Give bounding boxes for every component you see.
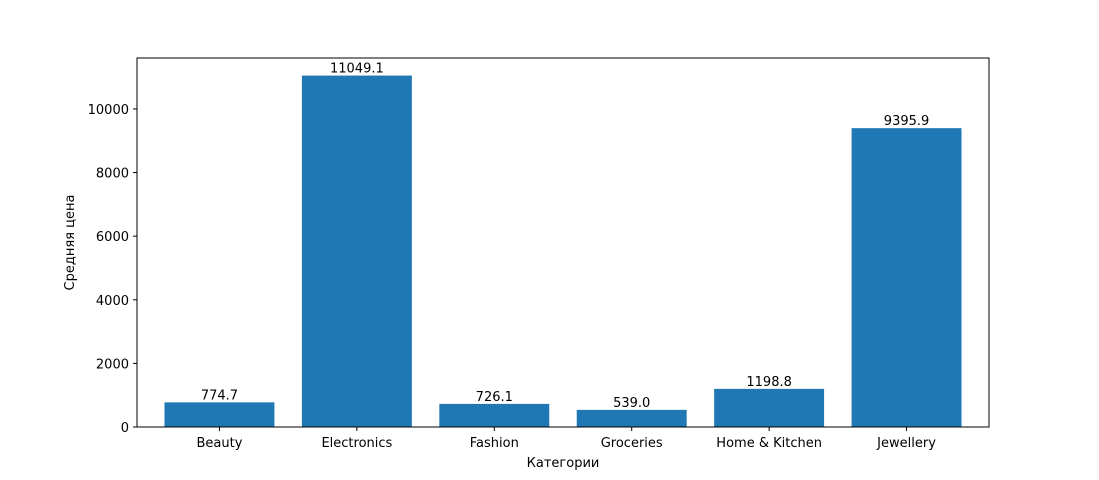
bar-beauty <box>164 402 275 427</box>
x-tick-label: Jewellery <box>876 436 936 451</box>
y-tick-label: 6000 <box>96 230 129 245</box>
bar-value-label: 9395.9 <box>884 114 930 129</box>
y-axis-title: Средняя цена <box>63 195 78 291</box>
x-tick-label: Electronics <box>321 436 392 451</box>
bar-electronics <box>301 75 412 428</box>
value-labels-group: 774.7 11049.1 726.1 539.0 1198.8 9395.9 <box>201 62 929 411</box>
bar-value-label: 1198.8 <box>746 375 792 390</box>
x-tick-label: Fashion <box>470 436 519 451</box>
y-tick-label: 10000 <box>88 103 129 118</box>
bar-value-label: 11049.1 <box>330 62 384 77</box>
x-tick-label: Groceries <box>601 436 663 451</box>
bar-value-label: 774.7 <box>201 388 238 403</box>
plot-frame <box>136 57 990 428</box>
bar-fashion <box>439 403 550 427</box>
bar-home-kitchen <box>714 388 825 427</box>
x-axis-ticks: Beauty Electronics Fashion Groceries Home & … <box>196 427 936 451</box>
y-axis-ticks: 0 2000 4000 6000 8000 10000 <box>88 103 137 436</box>
x-tick-label: Home & Kitchen <box>716 436 822 451</box>
y-tick-label: 0 <box>121 421 129 436</box>
bar-groceries <box>576 409 687 427</box>
bars-group <box>164 75 962 428</box>
y-tick-label: 4000 <box>96 294 129 309</box>
y-tick-label: 8000 <box>96 167 129 182</box>
x-tick-label: Beauty <box>196 436 242 451</box>
y-tick-label: 2000 <box>96 357 129 372</box>
bar-jewellery <box>851 128 962 427</box>
x-axis-title: Категории <box>527 456 600 471</box>
bar-value-label: 539.0 <box>613 396 650 411</box>
bar-value-label: 726.1 <box>476 390 513 405</box>
